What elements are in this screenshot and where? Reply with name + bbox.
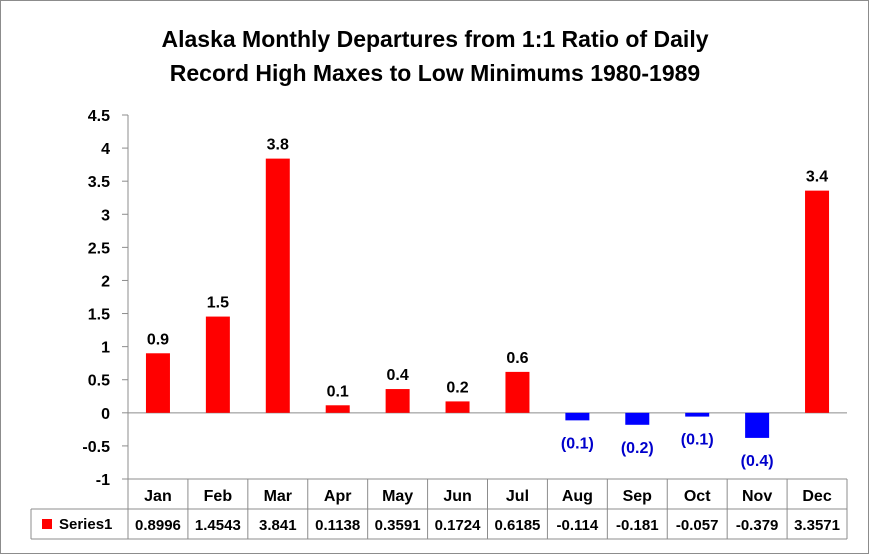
table-value-cell: 0.8996 — [135, 517, 181, 534]
data-labels: 0.9 1.5 3.8 0.1 0.4 0.2 0.6 (0.1) (0.2) (0.1) (0.4… — [147, 137, 828, 470]
y-tick-label: 3 — [101, 207, 110, 224]
y-tick-label: 2 — [101, 273, 110, 290]
chart-title: Alaska Monthly Departures from 1:1 Ratio… — [161, 26, 708, 86]
x-category-label: May — [382, 488, 413, 505]
x-category-label: Aug — [562, 488, 593, 505]
data-label: 1.5 — [207, 295, 229, 312]
y-tick-label: 4 — [101, 141, 110, 158]
bar — [445, 401, 470, 413]
bar — [145, 353, 170, 413]
bar — [265, 158, 290, 413]
data-label: (0.1) — [681, 432, 714, 449]
table-value-cell: -0.181 — [616, 517, 659, 534]
table-value-cell: -0.057 — [676, 517, 719, 534]
x-category-label: Jun — [443, 488, 471, 505]
x-category-label: Apr — [324, 488, 352, 505]
bar — [685, 412, 710, 417]
y-tick-label: 4.5 — [88, 108, 110, 125]
data-label: (0.1) — [561, 435, 594, 452]
table-value-cell: -0.379 — [736, 517, 779, 534]
data-label: (0.2) — [621, 440, 654, 457]
x-category-label: Oct — [684, 488, 711, 505]
table-value-cell: -0.114 — [557, 517, 599, 534]
table-value-cell: 0.1724 — [435, 517, 482, 534]
y-tick-label: 1 — [101, 340, 110, 357]
bar — [205, 316, 230, 413]
chart-title-line-1: Alaska Monthly Departures from 1:1 Ratio… — [161, 26, 708, 52]
y-tick-label: 3.5 — [88, 174, 110, 191]
data-label: 0.1 — [327, 383, 349, 400]
bar — [745, 412, 770, 438]
bar — [505, 371, 530, 413]
x-category-label: Jul — [506, 488, 529, 505]
x-category-label: Dec — [802, 488, 831, 505]
axes-and-table: 4.5 4 3.5 3 2.5 2 1.5 1 0.5 0 -0.5 -1 Series1 Jan 0.89… — [30, 108, 848, 540]
data-label: 3.4 — [806, 169, 828, 186]
y-tick-label: 0 — [101, 406, 110, 423]
bar — [625, 412, 650, 425]
y-tick-label: 1.5 — [88, 307, 110, 324]
data-label: 0.9 — [147, 331, 169, 348]
bar — [385, 389, 410, 413]
table-value-cell: 0.3591 — [375, 517, 421, 534]
bar-series — [145, 158, 830, 438]
y-tick-label: -1 — [96, 472, 110, 489]
chart-title-line-2: Record High Maxes to Low Minimums 1980-1… — [170, 60, 700, 86]
x-category-label: Jan — [144, 488, 172, 505]
legend-series-name: Series1 — [59, 516, 112, 533]
y-tick-label: -0.5 — [82, 439, 110, 456]
table-value-cell: 3.841 — [259, 517, 297, 534]
data-label: 3.8 — [267, 137, 289, 154]
data-label: 0.6 — [506, 350, 528, 367]
data-label: 0.2 — [446, 379, 468, 396]
data-label: 0.4 — [387, 367, 409, 384]
data-label: (0.4) — [741, 453, 774, 470]
x-category-label: Mar — [264, 488, 292, 505]
table-value-cell: 1.4543 — [195, 517, 241, 534]
y-tick-label: 2.5 — [88, 240, 110, 257]
y-tick-label: 0.5 — [88, 373, 110, 390]
table-value-cell: 0.6185 — [495, 517, 541, 534]
table-value-cell: 3.3571 — [794, 517, 840, 534]
bar — [805, 190, 830, 413]
table-value-cell: 0.1138 — [315, 517, 360, 534]
bar — [325, 405, 350, 413]
x-category-label: Feb — [204, 488, 233, 505]
legend-key-swatch — [42, 519, 52, 529]
x-category-label: Nov — [742, 488, 772, 505]
bar — [565, 412, 590, 421]
x-category-label: Sep — [623, 488, 653, 505]
